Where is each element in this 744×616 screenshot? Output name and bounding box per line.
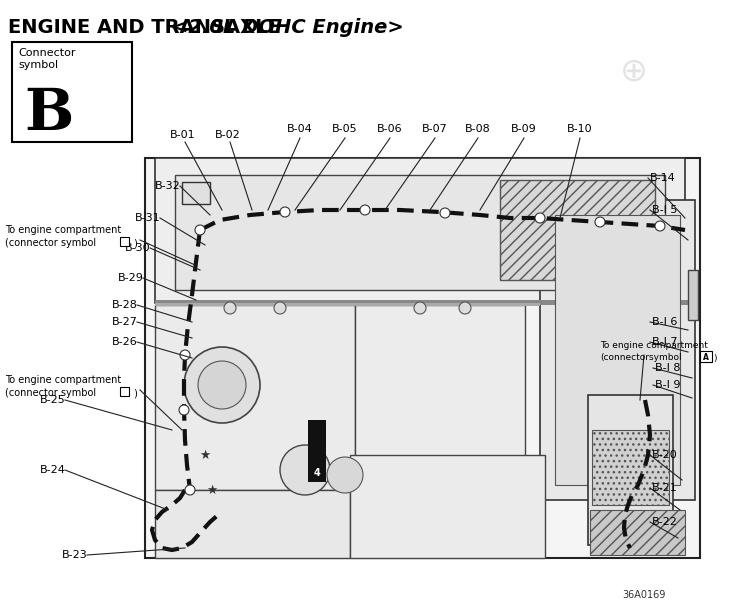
Bar (355, 305, 525, 470)
Bar (120, 387, 129, 396)
Text: B: B (24, 86, 74, 142)
Text: B-24: B-24 (40, 465, 66, 475)
Text: B-I 7: B-I 7 (652, 337, 678, 347)
Bar (182, 182, 210, 204)
Text: B-29: B-29 (118, 273, 144, 283)
Text: B-04: B-04 (287, 124, 313, 134)
Bar (12, 42, 132, 142)
Circle shape (595, 217, 605, 227)
Bar (175, 175, 665, 290)
Text: B-28: B-28 (112, 300, 138, 310)
Text: B-10: B-10 (567, 124, 593, 134)
Text: 4: 4 (314, 468, 321, 478)
Text: ★: ★ (206, 484, 218, 496)
Text: Connector
symbol: Connector symbol (18, 48, 75, 70)
Circle shape (280, 207, 290, 217)
Text: (connector symbol: (connector symbol (5, 388, 96, 398)
Bar (120, 237, 129, 246)
Text: To engine compartment: To engine compartment (5, 375, 121, 385)
Text: B-27: B-27 (112, 317, 138, 327)
Text: B-02: B-02 (215, 130, 241, 140)
Circle shape (224, 302, 236, 314)
Bar (155, 303, 540, 306)
Circle shape (360, 205, 370, 215)
Bar (155, 300, 690, 305)
Circle shape (535, 213, 545, 223)
Text: B-22: B-22 (652, 517, 678, 527)
Text: B-14: B-14 (650, 173, 676, 183)
Bar (350, 455, 545, 558)
Text: B-06: B-06 (377, 124, 403, 134)
Text: B-32: B-32 (155, 181, 181, 191)
Text: <2.0L DOHC Engine>: <2.0L DOHC Engine> (172, 18, 403, 37)
Text: 36A0169: 36A0169 (622, 590, 665, 600)
Text: B-31: B-31 (135, 213, 161, 223)
Text: ): ) (713, 354, 716, 362)
Circle shape (198, 361, 246, 409)
Text: B-I 8: B-I 8 (655, 363, 681, 373)
Circle shape (655, 221, 665, 231)
Circle shape (184, 347, 260, 423)
Text: B-23: B-23 (62, 550, 88, 560)
Circle shape (185, 485, 195, 495)
Text: B-I 9: B-I 9 (655, 380, 681, 390)
Bar (155, 158, 685, 303)
Bar (588, 395, 673, 545)
Bar (555, 215, 680, 485)
Text: B-07: B-07 (422, 124, 448, 134)
Circle shape (180, 350, 190, 360)
Text: B-20: B-20 (652, 450, 678, 460)
Text: B-I 5: B-I 5 (652, 205, 677, 215)
Text: B-I 6: B-I 6 (652, 317, 677, 327)
Text: B-09: B-09 (511, 124, 537, 134)
Bar (500, 180, 655, 280)
Circle shape (327, 457, 363, 493)
Bar (590, 510, 685, 555)
Text: (connectorsymbol: (connectorsymbol (600, 354, 682, 362)
Bar (540, 200, 695, 500)
Text: ): ) (131, 388, 138, 398)
Text: To engine compartment: To engine compartment (5, 225, 121, 235)
Bar (155, 490, 350, 558)
Text: ★: ★ (199, 448, 211, 461)
Circle shape (459, 302, 471, 314)
Text: (connector symbol: (connector symbol (5, 238, 96, 248)
Circle shape (195, 225, 205, 235)
Bar (145, 158, 700, 558)
Text: B-26: B-26 (112, 337, 138, 347)
Text: B-08: B-08 (465, 124, 491, 134)
Circle shape (179, 405, 189, 415)
Text: B-30: B-30 (125, 243, 150, 253)
Bar (688, 270, 698, 320)
Circle shape (280, 445, 330, 495)
Text: ENGINE AND TRANSAXLE: ENGINE AND TRANSAXLE (8, 18, 287, 37)
Text: ⊕: ⊕ (620, 55, 648, 88)
Bar (592, 430, 669, 505)
Text: A: A (703, 352, 709, 362)
Text: B-21: B-21 (652, 483, 678, 493)
Circle shape (414, 302, 426, 314)
Text: B-25: B-25 (40, 395, 65, 405)
Circle shape (274, 302, 286, 314)
Text: B-01: B-01 (170, 130, 196, 140)
Text: B-05: B-05 (332, 124, 358, 134)
Bar (700, 351, 712, 362)
Bar (155, 305, 355, 490)
Text: To engine compartment: To engine compartment (600, 341, 708, 349)
Bar (308, 420, 326, 482)
Circle shape (440, 208, 450, 218)
Text: ): ) (131, 238, 138, 248)
